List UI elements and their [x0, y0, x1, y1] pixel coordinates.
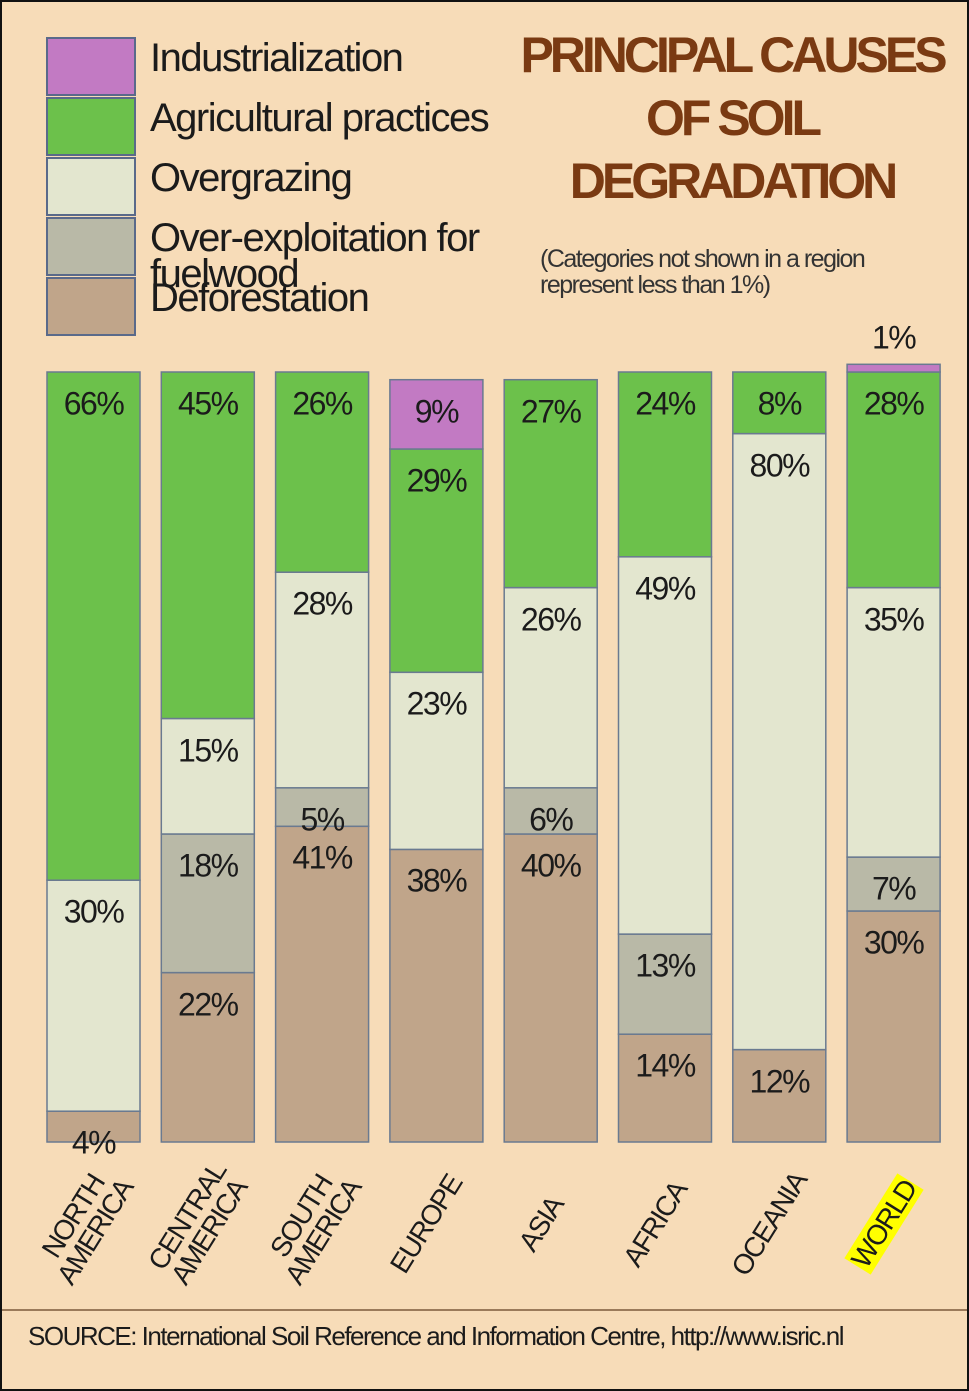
data-label: 30%	[863, 924, 925, 961]
bar-segment	[389, 671, 484, 851]
bar-segment	[160, 833, 256, 974]
data-label: 28%	[863, 385, 925, 422]
bar-segment	[274, 371, 370, 573]
bar-segment	[846, 371, 941, 589]
legend-swatch	[46, 97, 136, 156]
bar-segment	[732, 432, 827, 1051]
source: SOURCE: International Soil Reference and…	[28, 1321, 844, 1351]
data-label: 7%	[871, 870, 917, 907]
note: (Categories not shown in a region repres…	[540, 245, 866, 299]
data-label: 29%	[406, 462, 468, 499]
bar-segment	[732, 1048, 827, 1143]
data-label: 1%	[871, 319, 917, 356]
data-label: 8%	[757, 385, 803, 422]
bar-segment	[274, 571, 370, 789]
bar-segment	[389, 848, 484, 1143]
data-label: 45%	[178, 385, 239, 422]
data-label: 24%	[635, 385, 696, 422]
legend-swatch	[46, 217, 136, 276]
bar-segment	[389, 448, 484, 674]
data-label: 12%	[749, 1063, 811, 1100]
data-label: 80%	[749, 447, 811, 484]
bar-segment	[503, 787, 598, 835]
data-label: 5%	[300, 801, 345, 838]
bar-segment	[617, 933, 713, 1035]
bar-segment	[46, 879, 141, 1112]
bar-segment	[160, 971, 256, 1143]
data-label: 35%	[863, 601, 925, 638]
bar-segment	[617, 371, 713, 558]
data-label: 41%	[292, 839, 353, 876]
chart-title: PRINCIPAL CAUSES OF SOIL DEGRADATION	[520, 27, 947, 209]
bar-segment	[503, 378, 598, 589]
bar-segment	[160, 717, 256, 835]
bar-segment	[503, 586, 598, 789]
data-label: 28%	[292, 585, 353, 622]
bar-segment	[732, 371, 827, 435]
data-label: 9%	[414, 393, 460, 430]
data-label: 6%	[529, 801, 574, 838]
bar-segment	[46, 1110, 141, 1143]
legend-label: Industrialization	[150, 36, 404, 80]
data-label: 14%	[635, 1047, 696, 1084]
data-label: 23%	[406, 685, 468, 722]
data-label: 22%	[178, 986, 239, 1023]
legend-label: Agricultural practices	[150, 96, 490, 140]
data-label: 18%	[178, 847, 239, 884]
data-label: 27%	[520, 393, 582, 430]
data-label: 4%	[71, 1124, 117, 1161]
bar-segment	[46, 371, 141, 881]
bar-segment	[503, 833, 598, 1143]
data-label: 66%	[63, 385, 125, 422]
legend-label: Deforestation	[150, 276, 370, 320]
legend-swatch	[46, 157, 136, 216]
data-label: 49%	[635, 570, 696, 607]
data-label: 40%	[520, 847, 582, 884]
bar-segment	[846, 363, 941, 373]
bar-segment	[846, 910, 941, 1143]
data-label: 38%	[406, 862, 468, 899]
data-label: 26%	[520, 601, 582, 638]
data-label: 30%	[63, 893, 125, 930]
data-label: 15%	[178, 732, 239, 768]
bar-segment	[274, 825, 370, 1143]
bar-segment	[389, 378, 484, 450]
data-label: 26%	[292, 385, 353, 422]
data-label: 13%	[635, 947, 696, 984]
legend-label: Over-exploitation for fuelwood	[150, 216, 480, 296]
bar-segment	[160, 371, 256, 720]
legend-swatch	[46, 277, 136, 336]
legend-label: Overgrazing	[150, 156, 353, 200]
bar-segment	[617, 556, 713, 935]
legend-swatch	[46, 37, 136, 96]
